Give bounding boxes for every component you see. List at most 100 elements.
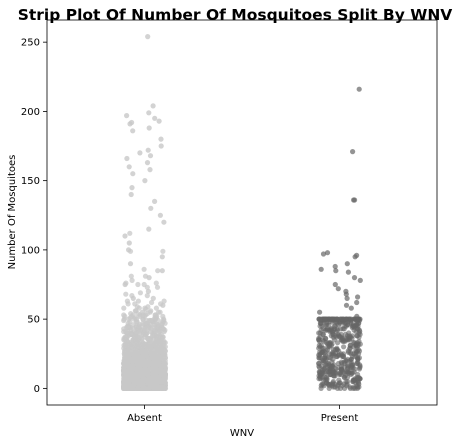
data-point xyxy=(145,34,151,40)
data-point xyxy=(348,305,354,311)
data-point xyxy=(146,110,152,116)
data-point xyxy=(160,385,166,391)
data-point xyxy=(140,316,146,322)
data-point xyxy=(333,329,339,335)
data-point xyxy=(148,317,154,324)
data-point xyxy=(348,356,354,362)
data-point xyxy=(355,320,362,326)
data-point xyxy=(159,363,165,369)
data-point xyxy=(141,342,147,348)
data-point xyxy=(135,298,141,304)
data-point xyxy=(322,316,329,322)
data-point xyxy=(322,358,328,364)
data-point xyxy=(122,281,128,288)
data-point xyxy=(157,212,163,218)
plot-points-layer xyxy=(120,34,363,391)
data-point xyxy=(353,329,359,335)
data-point xyxy=(144,160,151,166)
data-point xyxy=(325,381,331,387)
data-point xyxy=(340,351,347,357)
data-point xyxy=(155,322,161,328)
data-point xyxy=(127,365,133,371)
data-point xyxy=(121,305,127,311)
data-point xyxy=(345,269,351,275)
data-point xyxy=(145,288,151,294)
data-point xyxy=(335,360,342,367)
data-point xyxy=(139,359,145,365)
data-point xyxy=(126,164,132,170)
data-point xyxy=(130,295,136,301)
data-point xyxy=(144,320,150,326)
data-point xyxy=(160,341,166,347)
data-point xyxy=(149,366,155,372)
data-point xyxy=(122,352,128,358)
data-point xyxy=(317,316,323,322)
data-point xyxy=(335,365,341,371)
data-point xyxy=(132,308,138,314)
data-point xyxy=(332,263,338,270)
data-point xyxy=(122,233,128,239)
data-point xyxy=(344,295,350,301)
data-point xyxy=(160,355,166,361)
data-point xyxy=(129,185,135,191)
data-point xyxy=(338,316,345,322)
data-point xyxy=(158,143,164,149)
data-point xyxy=(129,371,135,378)
data-point xyxy=(148,360,154,367)
data-point xyxy=(340,369,346,375)
data-point xyxy=(326,355,332,361)
data-point xyxy=(150,103,156,109)
data-point xyxy=(320,251,327,257)
data-point xyxy=(144,311,150,317)
data-point xyxy=(332,281,338,288)
data-point xyxy=(144,335,150,342)
data-point xyxy=(162,327,168,333)
data-point xyxy=(150,295,156,301)
data-point xyxy=(150,341,156,347)
data-point xyxy=(328,365,334,371)
data-point xyxy=(126,240,132,246)
data-point xyxy=(134,359,140,365)
data-point xyxy=(121,365,127,371)
y-tick-label: 50 xyxy=(27,315,40,326)
data-point xyxy=(355,371,361,378)
data-point xyxy=(121,380,127,386)
data-point xyxy=(146,125,152,131)
data-point xyxy=(331,323,338,329)
data-point xyxy=(343,302,350,308)
data-point xyxy=(338,337,344,343)
data-point xyxy=(335,340,341,346)
data-point xyxy=(156,356,162,362)
data-point xyxy=(121,358,128,364)
data-point xyxy=(343,291,349,297)
data-point xyxy=(341,381,347,387)
data-point xyxy=(137,322,143,328)
y-tick-label: 0 xyxy=(34,384,40,395)
y-tick-label: 100 xyxy=(21,245,40,256)
data-point xyxy=(131,334,138,340)
data-point xyxy=(350,149,356,155)
y-axis: 0 50 100 150 200 250 xyxy=(21,38,47,395)
data-point xyxy=(319,349,325,355)
data-point xyxy=(153,305,159,311)
data-point xyxy=(320,345,326,351)
x-tick-label: Absent xyxy=(127,413,162,424)
data-point xyxy=(146,345,152,351)
data-point xyxy=(352,254,358,260)
data-point xyxy=(334,347,340,353)
data-point xyxy=(131,378,137,385)
data-point xyxy=(125,301,131,307)
data-point xyxy=(141,266,147,272)
data-point xyxy=(326,385,332,391)
data-point xyxy=(324,322,330,328)
plot-frame xyxy=(46,19,438,406)
data-point xyxy=(356,351,362,357)
data-point xyxy=(151,324,157,330)
data-point xyxy=(316,337,322,343)
x-axis-label: WNV xyxy=(230,428,254,439)
data-point xyxy=(132,366,138,372)
data-point xyxy=(160,248,166,254)
data-point xyxy=(348,316,354,322)
data-point xyxy=(121,316,127,322)
